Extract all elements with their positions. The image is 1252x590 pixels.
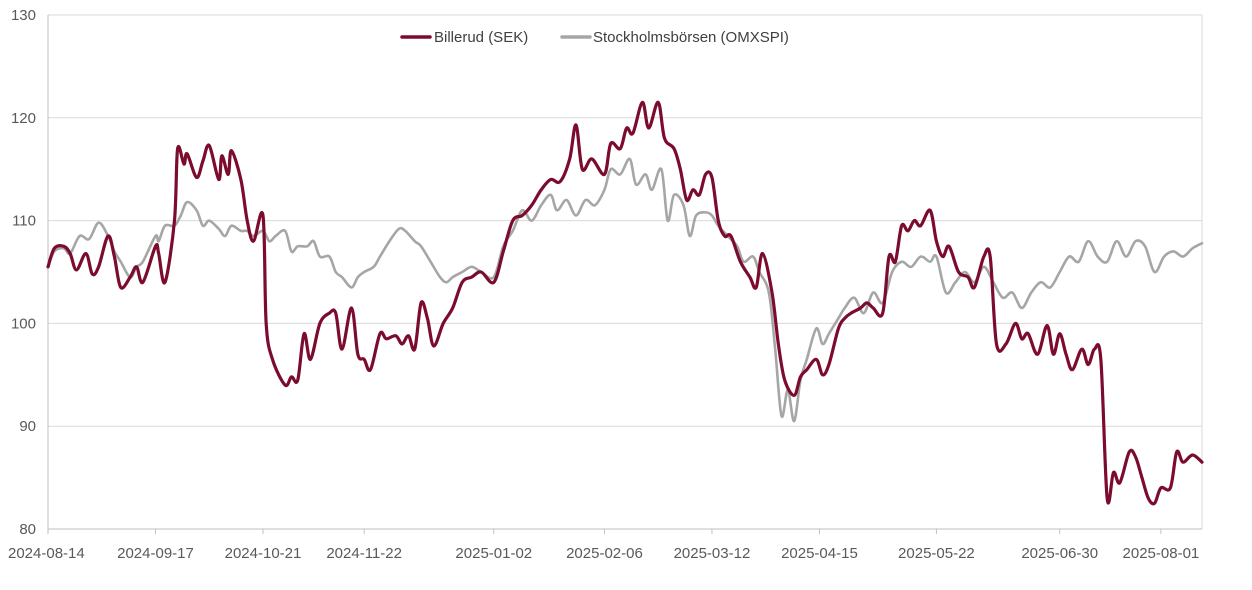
x-tick-label: 2025-02-06 [566, 545, 643, 562]
y-tick-label: 100 [11, 315, 36, 332]
x-tick-label: 2024-08-14 [8, 545, 85, 562]
x-tick-label: 2025-03-12 [674, 545, 751, 562]
legend-label-billerud: Billerud (SEK) [434, 29, 528, 46]
y-tick-label: 120 [11, 110, 36, 127]
gridlines [48, 14, 1203, 530]
series-line-billerud [46, 100, 1204, 506]
y-axis: 80 90 100 110 120 130 [11, 7, 49, 538]
x-tick-label: 2024-09-17 [117, 545, 194, 562]
x-tick-label: 2025-01-02 [455, 545, 532, 562]
x-tick-label: 2024-11-22 [326, 545, 402, 562]
y-tick-label: 110 [12, 213, 36, 230]
legend: Billerud (SEK) Stockholmsbörsen (OMXSPI) [400, 29, 789, 46]
x-tick-label: 2025-08-01 [1123, 545, 1200, 562]
y-tick-label: 80 [19, 521, 36, 538]
x-axis: 2024-08-14 2024-09-17 2024-10-21 2024-11-22… [8, 529, 1199, 562]
x-tick-label: 2024-10-21 [225, 545, 302, 562]
y-tick-label: 130 [11, 7, 36, 24]
y-tick-label: 90 [19, 418, 36, 435]
x-tick-label: 2025-06-30 [1021, 545, 1098, 562]
series-lines [46, 100, 1204, 506]
series-line-omxspi [46, 157, 1204, 423]
x-tick-label: 2025-05-22 [898, 545, 975, 562]
x-tick-label: 2025-04-15 [781, 545, 858, 562]
legend-label-omxspi: Stockholmsbörsen (OMXSPI) [593, 29, 789, 46]
